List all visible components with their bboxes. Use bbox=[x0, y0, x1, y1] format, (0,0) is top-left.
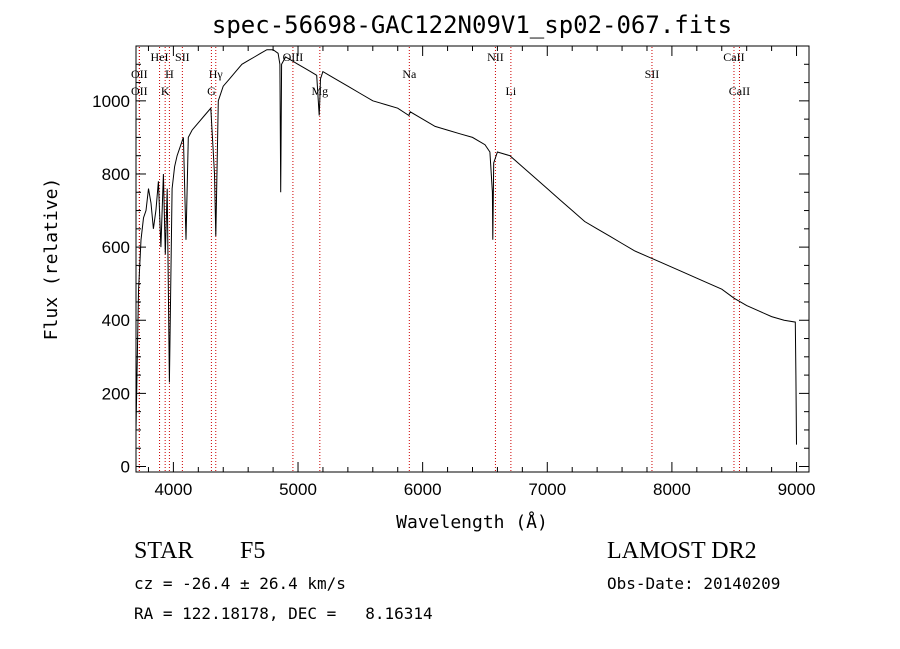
coordinates-readout: RA = 122.18178, DEC = 8.16314 bbox=[134, 604, 433, 623]
line-marker-label: CaII bbox=[729, 84, 750, 98]
y-axis-label: Flux (relative) bbox=[41, 178, 62, 341]
line-marker-label: NII bbox=[487, 50, 504, 64]
x-tick-label: 4000 bbox=[154, 480, 192, 499]
y-tick-label: 600 bbox=[102, 238, 130, 257]
x-axis-label: Wavelength (Å) bbox=[396, 511, 548, 533]
redshift-readout: cz = -26.4 ± 26.4 km/s bbox=[134, 574, 346, 593]
y-tick-label: 200 bbox=[102, 384, 130, 403]
y-tick-label: 800 bbox=[102, 165, 130, 184]
line-marker-label: HeI bbox=[151, 50, 169, 64]
observation-date: Obs-Date: 20140209 bbox=[607, 574, 781, 593]
y-tick-label: 1000 bbox=[92, 92, 130, 111]
line-marker-label: K bbox=[161, 84, 170, 98]
line-marker-label: CaII bbox=[723, 50, 744, 64]
line-marker-label: SII bbox=[645, 67, 660, 81]
x-tick-label: 7000 bbox=[528, 480, 566, 499]
line-marker-label: G bbox=[207, 84, 216, 98]
x-tick-label: 9000 bbox=[778, 480, 816, 499]
line-marker-label: Hγ bbox=[209, 67, 224, 81]
x-tick-label: 5000 bbox=[279, 480, 317, 499]
line-marker-label: OII bbox=[131, 84, 148, 98]
spectrum-line bbox=[135, 49, 797, 445]
line-marker-label: Li bbox=[506, 84, 517, 98]
x-tick-label: 8000 bbox=[653, 480, 691, 499]
survey-name: LAMOST DR2 bbox=[607, 538, 757, 564]
object-class: STAR bbox=[134, 538, 194, 564]
line-marker-label: H bbox=[165, 67, 174, 81]
object-subclass: F5 bbox=[240, 538, 266, 564]
x-tick-label: 6000 bbox=[404, 480, 442, 499]
line-marker-label: SII bbox=[175, 50, 190, 64]
line-marker-label: Na bbox=[402, 67, 417, 81]
y-tick-label: 0 bbox=[121, 458, 130, 477]
y-tick-label: 400 bbox=[102, 311, 130, 330]
chart-title: spec-56698-GAC122N09V1_sp02-067.fits bbox=[212, 11, 732, 39]
plot-frame bbox=[135, 45, 810, 473]
